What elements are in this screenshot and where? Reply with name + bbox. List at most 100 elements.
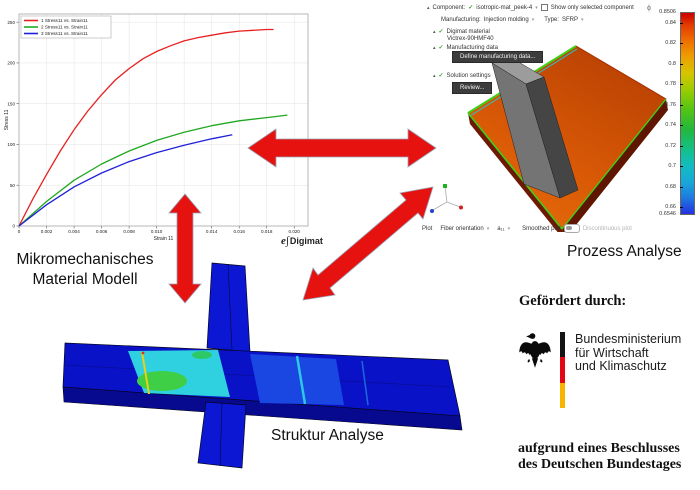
svg-text:0.004: 0.004 xyxy=(68,229,80,234)
colorbar-tick-label: 0.72 xyxy=(665,142,676,149)
federal-eagle-icon xyxy=(519,333,551,368)
svg-text:0.002: 0.002 xyxy=(41,229,53,234)
gray-rib-left-face xyxy=(491,62,561,199)
svg-text:250: 250 xyxy=(7,20,15,25)
define-manufacturing-data-button[interactable]: Define manufacturing data... xyxy=(452,51,544,63)
funding-footnote: aufgrund eines Beschlusses des Deutschen… xyxy=(518,441,682,472)
show-only-checkbox[interactable] xyxy=(540,4,548,11)
structure-caption: Struktur Analyse xyxy=(271,427,384,444)
svg-text:100: 100 xyxy=(7,142,15,147)
svg-text:150: 150 xyxy=(7,101,15,106)
svg-text:0.016: 0.016 xyxy=(233,229,245,234)
colorbar-tick-mark xyxy=(680,84,683,86)
german-flag-stripe xyxy=(560,332,565,408)
svg-text:0.010: 0.010 xyxy=(151,229,163,234)
plot-bar: Plot Fiber orientation ▾ a₁₁ ▾ Smoothed … xyxy=(422,224,632,233)
colorbar-tick-label: 0.84 xyxy=(665,19,676,26)
svg-text:0.020: 0.020 xyxy=(288,229,300,234)
axis-triad-icon xyxy=(430,184,463,213)
fea-stress-zone-light xyxy=(250,354,344,405)
stress-strain-chart-svg: 0 0.002 0.004 0.006 0.008 0.010 0.012 0.014 0.01… xyxy=(4,13,309,242)
svg-text:0.012: 0.012 xyxy=(178,229,190,234)
flag-black xyxy=(560,332,565,358)
component-row: ▴ Component: ✓ isotropic-mat_peek-4 ▾ Sh… xyxy=(427,4,634,11)
colorbar-gradient xyxy=(680,12,695,215)
check-icon: ✓ xyxy=(438,73,444,79)
check-icon: ✓ xyxy=(438,45,444,51)
svg-text:50: 50 xyxy=(10,183,16,188)
digimat-material-row: ▴ ✓ Digimat material xyxy=(433,28,490,36)
svg-text:0.006: 0.006 xyxy=(96,229,108,234)
expand-icon[interactable]: ▴ xyxy=(433,44,436,51)
material-name-row: Victrex-90HMF40 xyxy=(447,36,494,42)
fiber-orientation-colorbar: ϕ 0.8506 0.84 0.82 0.8 0.78 0.76 0.74 0.72 0.7 0… xyxy=(640,5,698,227)
check-icon: ✓ xyxy=(438,29,444,35)
micromechanics-caption: Mikromechanisches Material Modell xyxy=(16,251,154,288)
svg-text:1 Stress11 vs. Strain11: 1 Stress11 vs. Strain11 xyxy=(41,18,88,23)
expand-icon[interactable]: ▴ xyxy=(433,72,436,79)
fea-plate-top xyxy=(62,342,461,417)
colorbar-tick-mark xyxy=(680,145,683,147)
digimat-logo-glyph: e∫ xyxy=(281,235,289,247)
expand-icon[interactable]: ▴ xyxy=(433,28,436,35)
colorbar-tick-mark xyxy=(680,43,683,45)
plot-component-select[interactable]: a₁₁ xyxy=(497,225,505,232)
chevron-down-icon[interactable]: ▾ xyxy=(486,225,490,232)
component-value[interactable]: isotropic-mat_peek-4 xyxy=(476,4,533,11)
colorbar-tick-label: 0.82 xyxy=(665,40,676,47)
review-button[interactable]: Review... xyxy=(452,82,493,94)
manufacturing-value[interactable]: Injection molding xyxy=(483,17,529,23)
chevron-down-icon[interactable]: ▾ xyxy=(580,17,584,23)
process-caption: Prozess Analyse xyxy=(567,243,682,260)
svg-text:3 Stress11 vs. Strain11: 3 Stress11 vs. Strain11 xyxy=(41,31,88,36)
colorbar-max-label: 0.8506 xyxy=(659,9,676,15)
fea-stress-zone-green xyxy=(137,371,187,391)
colorbar-tick-label: 0.68 xyxy=(665,183,676,190)
fea-rib-upper xyxy=(206,262,251,353)
chevron-down-icon[interactable]: ▾ xyxy=(535,4,538,11)
colorbar-tick-mark xyxy=(680,104,683,106)
svg-text:0: 0 xyxy=(18,229,21,234)
bmwk-logo: Bundesministerium für Wirtschaft und Kli… xyxy=(518,329,700,415)
digimat-logo: e∫Digimat xyxy=(281,235,323,247)
chevron-down-icon[interactable]: ▾ xyxy=(531,17,535,23)
svg-text:0: 0 xyxy=(12,224,15,229)
flag-gold xyxy=(560,382,565,408)
gray-rib-right-face xyxy=(525,76,579,199)
svg-text:Strain 11: Strain 11 xyxy=(154,236,174,242)
plot-type-select[interactable]: Fiber orientation xyxy=(440,225,484,232)
molded-plate-edge-left xyxy=(468,113,563,232)
fea-stress-zone-cyan xyxy=(128,350,230,397)
expand-icon[interactable]: ▴ xyxy=(427,4,430,11)
colorbar-tick-mark xyxy=(680,207,683,209)
svg-text:0.014: 0.014 xyxy=(206,229,218,234)
colorbar-tick-label: 0.7 xyxy=(668,163,676,170)
manufacturing-row: Manufacturing: Injection molding ▾ Type:… xyxy=(441,17,584,23)
manufacturing-data-row: ▴ ✓ Manufacturing data xyxy=(433,44,498,52)
fea-plate-thickness xyxy=(62,386,463,431)
check-icon: ✓ xyxy=(468,5,474,11)
colorbar-tick-label: 0.74 xyxy=(665,122,676,129)
colorbar-tick-mark xyxy=(680,63,683,65)
colorbar-tick-mark xyxy=(680,22,683,24)
solution-settings-row: ▴ ✓ Solution settings xyxy=(433,72,491,80)
colorbar-tick-mark xyxy=(680,166,683,168)
digimat-logo-text: Digimat xyxy=(289,236,323,246)
svg-text:0.008: 0.008 xyxy=(123,229,135,234)
colorbar-tick-label: 0.8 xyxy=(668,60,676,67)
chevron-down-icon[interactable]: ▾ xyxy=(507,225,511,232)
type-value[interactable]: SFRP xyxy=(561,17,578,23)
svg-text:0.018: 0.018 xyxy=(261,229,273,234)
colorbar-min-label: 0.6546 xyxy=(659,211,676,217)
funding-heading: Gefördert durch: xyxy=(519,293,627,309)
smoothed-plot-toggle[interactable] xyxy=(563,224,580,233)
stress-strain-chart: 0 0.002 0.004 0.006 0.008 0.010 0.012 0.014 0.01… xyxy=(4,4,318,254)
colorbar-tick-label: 0.66 xyxy=(665,204,676,211)
svg-text:Stress 11: Stress 11 xyxy=(4,109,10,130)
molded-plate-top xyxy=(467,45,667,230)
svg-text:200: 200 xyxy=(7,61,15,66)
flag-red xyxy=(560,357,565,383)
colorbar-tick-label: 0.78 xyxy=(665,81,676,88)
phi-symbol-icon: ϕ xyxy=(647,5,651,12)
